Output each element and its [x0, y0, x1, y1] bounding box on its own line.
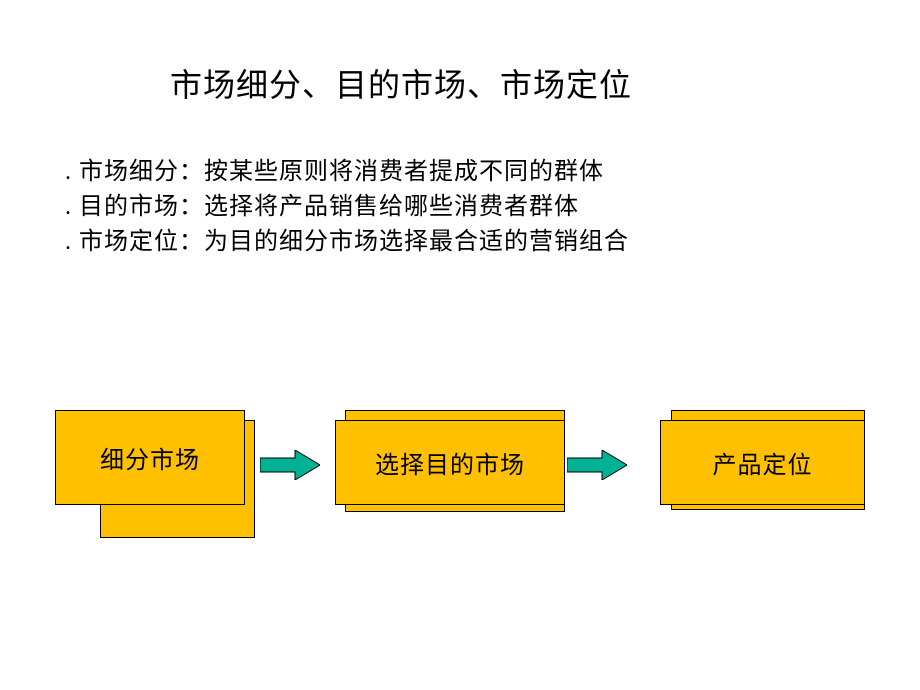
bullet-item: . 市场细分：按某些原则将消费者提成不同的群体	[65, 155, 629, 190]
flow-node-box: 产品定位	[660, 420, 865, 505]
flow-node-label: 细分市场	[100, 440, 200, 475]
bullet-item: . 市场定位：为目的细分市场选择最合适的营销组合	[65, 225, 629, 260]
flow-node-label: 选择目的市场	[375, 445, 525, 480]
flow-node-box: 选择目的市场	[335, 420, 565, 505]
arrow-icon	[260, 450, 320, 480]
bullet-list: . 市场细分：按某些原则将消费者提成不同的群体 . 目的市场：选择将产品销售给哪…	[65, 155, 629, 259]
flow-node-label: 产品定位	[713, 445, 813, 480]
arrow-icon	[567, 450, 627, 480]
flow-node-box: 细分市场	[55, 410, 245, 505]
page-title: 市场细分、目的市场、市场定位	[170, 60, 632, 106]
flowchart: 细分市场 选择目的市场 产品定位	[55, 410, 885, 540]
bullet-item: . 目的市场：选择将产品销售给哪些消费者群体	[65, 190, 629, 225]
